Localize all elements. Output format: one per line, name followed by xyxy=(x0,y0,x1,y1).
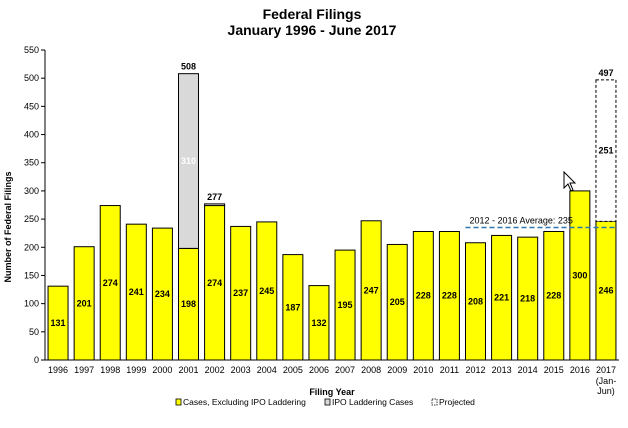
bar-total-label: 497 xyxy=(598,68,613,78)
y-axis-label: Number of Federal Filings xyxy=(3,171,13,282)
bar-value-label: 205 xyxy=(390,297,405,307)
y-tick-label: 400 xyxy=(24,130,39,140)
y-tick-label: 50 xyxy=(29,327,39,337)
legend-label: Cases, Excluding IPO Laddering xyxy=(183,397,306,407)
bar-total-label: 277 xyxy=(207,192,222,202)
chart-subtitle: January 1996 - June 2017 xyxy=(228,22,397,38)
bar-value-label: 228 xyxy=(416,291,431,301)
bar-value-label: 237 xyxy=(233,288,248,298)
bar-value-label: 228 xyxy=(442,291,457,301)
y-tick-label: 550 xyxy=(24,45,39,55)
legend-label: Projected xyxy=(439,397,475,407)
legend-label: IPO Laddering Cases xyxy=(332,397,413,407)
bar-ipo-laddering xyxy=(204,203,226,207)
bar-value-label: 187 xyxy=(285,302,300,312)
x-tick-label: 2010 xyxy=(413,365,433,375)
chart-title: Federal Filings xyxy=(263,6,362,22)
x-tick-label: 2012 xyxy=(465,365,485,375)
bar-value-label: 246 xyxy=(598,286,613,296)
bar-ipo-laddering xyxy=(178,73,199,249)
bar-value-label: 274 xyxy=(207,278,222,288)
y-tick-label: 250 xyxy=(24,214,39,224)
y-tick-label: 150 xyxy=(24,270,39,280)
y-tick-label: 350 xyxy=(24,158,39,168)
plot-area: 0 50 100 150 200 250 300 350 400 450 500 550 131 1996… xyxy=(24,45,619,396)
x-tick-label: 1996 xyxy=(48,365,68,375)
x-tick-label: 1999 xyxy=(126,365,146,375)
bar-value-label: 198 xyxy=(181,299,196,309)
y-tick-label: 200 xyxy=(24,242,39,252)
bar-value-label: 241 xyxy=(129,287,144,297)
x-tick-label: 2013 xyxy=(492,365,512,375)
y-tick-label: 450 xyxy=(24,101,39,111)
bar-value-label: 132 xyxy=(311,318,326,328)
bar-value-label: 274 xyxy=(103,278,118,288)
x-tick-label: 1997 xyxy=(74,365,94,375)
x-tick-label: 2001 xyxy=(178,365,198,375)
legend-swatch xyxy=(324,398,331,406)
bar-value-label: 228 xyxy=(546,291,561,301)
x-tick-label: 2005 xyxy=(283,365,303,375)
average-line-label: 2012 - 2016 Average: 235 xyxy=(470,216,573,226)
bar-value-label: 247 xyxy=(364,285,379,295)
x-tick-label: 2004 xyxy=(257,365,277,375)
x-tick-label: 2016 xyxy=(570,365,590,375)
bar-value-label: 234 xyxy=(155,289,170,299)
bar-projected xyxy=(595,79,617,222)
x-tick-label-extra: (Jan- xyxy=(596,376,617,386)
x-tick-label: 2000 xyxy=(152,365,172,375)
legend: Cases, Excluding IPO Laddering IPO Ladder… xyxy=(175,397,475,407)
y-tick-label: 300 xyxy=(24,186,39,196)
x-tick-label: 2011 xyxy=(440,365,459,375)
bar-total-label: 508 xyxy=(181,62,196,72)
y-tick-label: 0 xyxy=(34,355,39,365)
projected-value-label: 251 xyxy=(598,146,613,156)
bar-value-label: 245 xyxy=(259,286,274,296)
x-axis-label: Filing Year xyxy=(309,387,355,397)
x-tick-label: 2009 xyxy=(387,365,407,375)
y-tick-label: 500 xyxy=(24,73,39,83)
x-tick-label: 2006 xyxy=(309,365,329,375)
bar-value-label: 300 xyxy=(572,270,587,280)
y-tick-label: 100 xyxy=(24,299,39,309)
x-tick-label-extra: Jun) xyxy=(597,386,615,396)
x-tick-label: 2007 xyxy=(335,365,355,375)
x-tick-label: 1998 xyxy=(100,365,120,375)
bar-value-label: 221 xyxy=(494,293,509,303)
x-tick-label: 2015 xyxy=(544,365,564,375)
legend-swatch xyxy=(175,398,182,406)
bar-value-label: 218 xyxy=(520,294,535,304)
bar-value-label: 208 xyxy=(468,296,483,306)
mouse-cursor-icon xyxy=(563,170,577,192)
x-tick-label: 2008 xyxy=(361,365,381,375)
legend-swatch xyxy=(431,398,438,406)
x-tick-label: 2014 xyxy=(518,365,538,375)
bar-value-label: 131 xyxy=(51,318,66,328)
x-tick-label: 2017 xyxy=(596,365,616,375)
bar-value-label: 201 xyxy=(77,298,92,308)
bar-value-label: 195 xyxy=(338,300,353,310)
x-tick-label: 2003 xyxy=(231,365,251,375)
ipo-value-label: 310 xyxy=(181,156,196,166)
x-tick-label: 2002 xyxy=(205,365,225,375)
